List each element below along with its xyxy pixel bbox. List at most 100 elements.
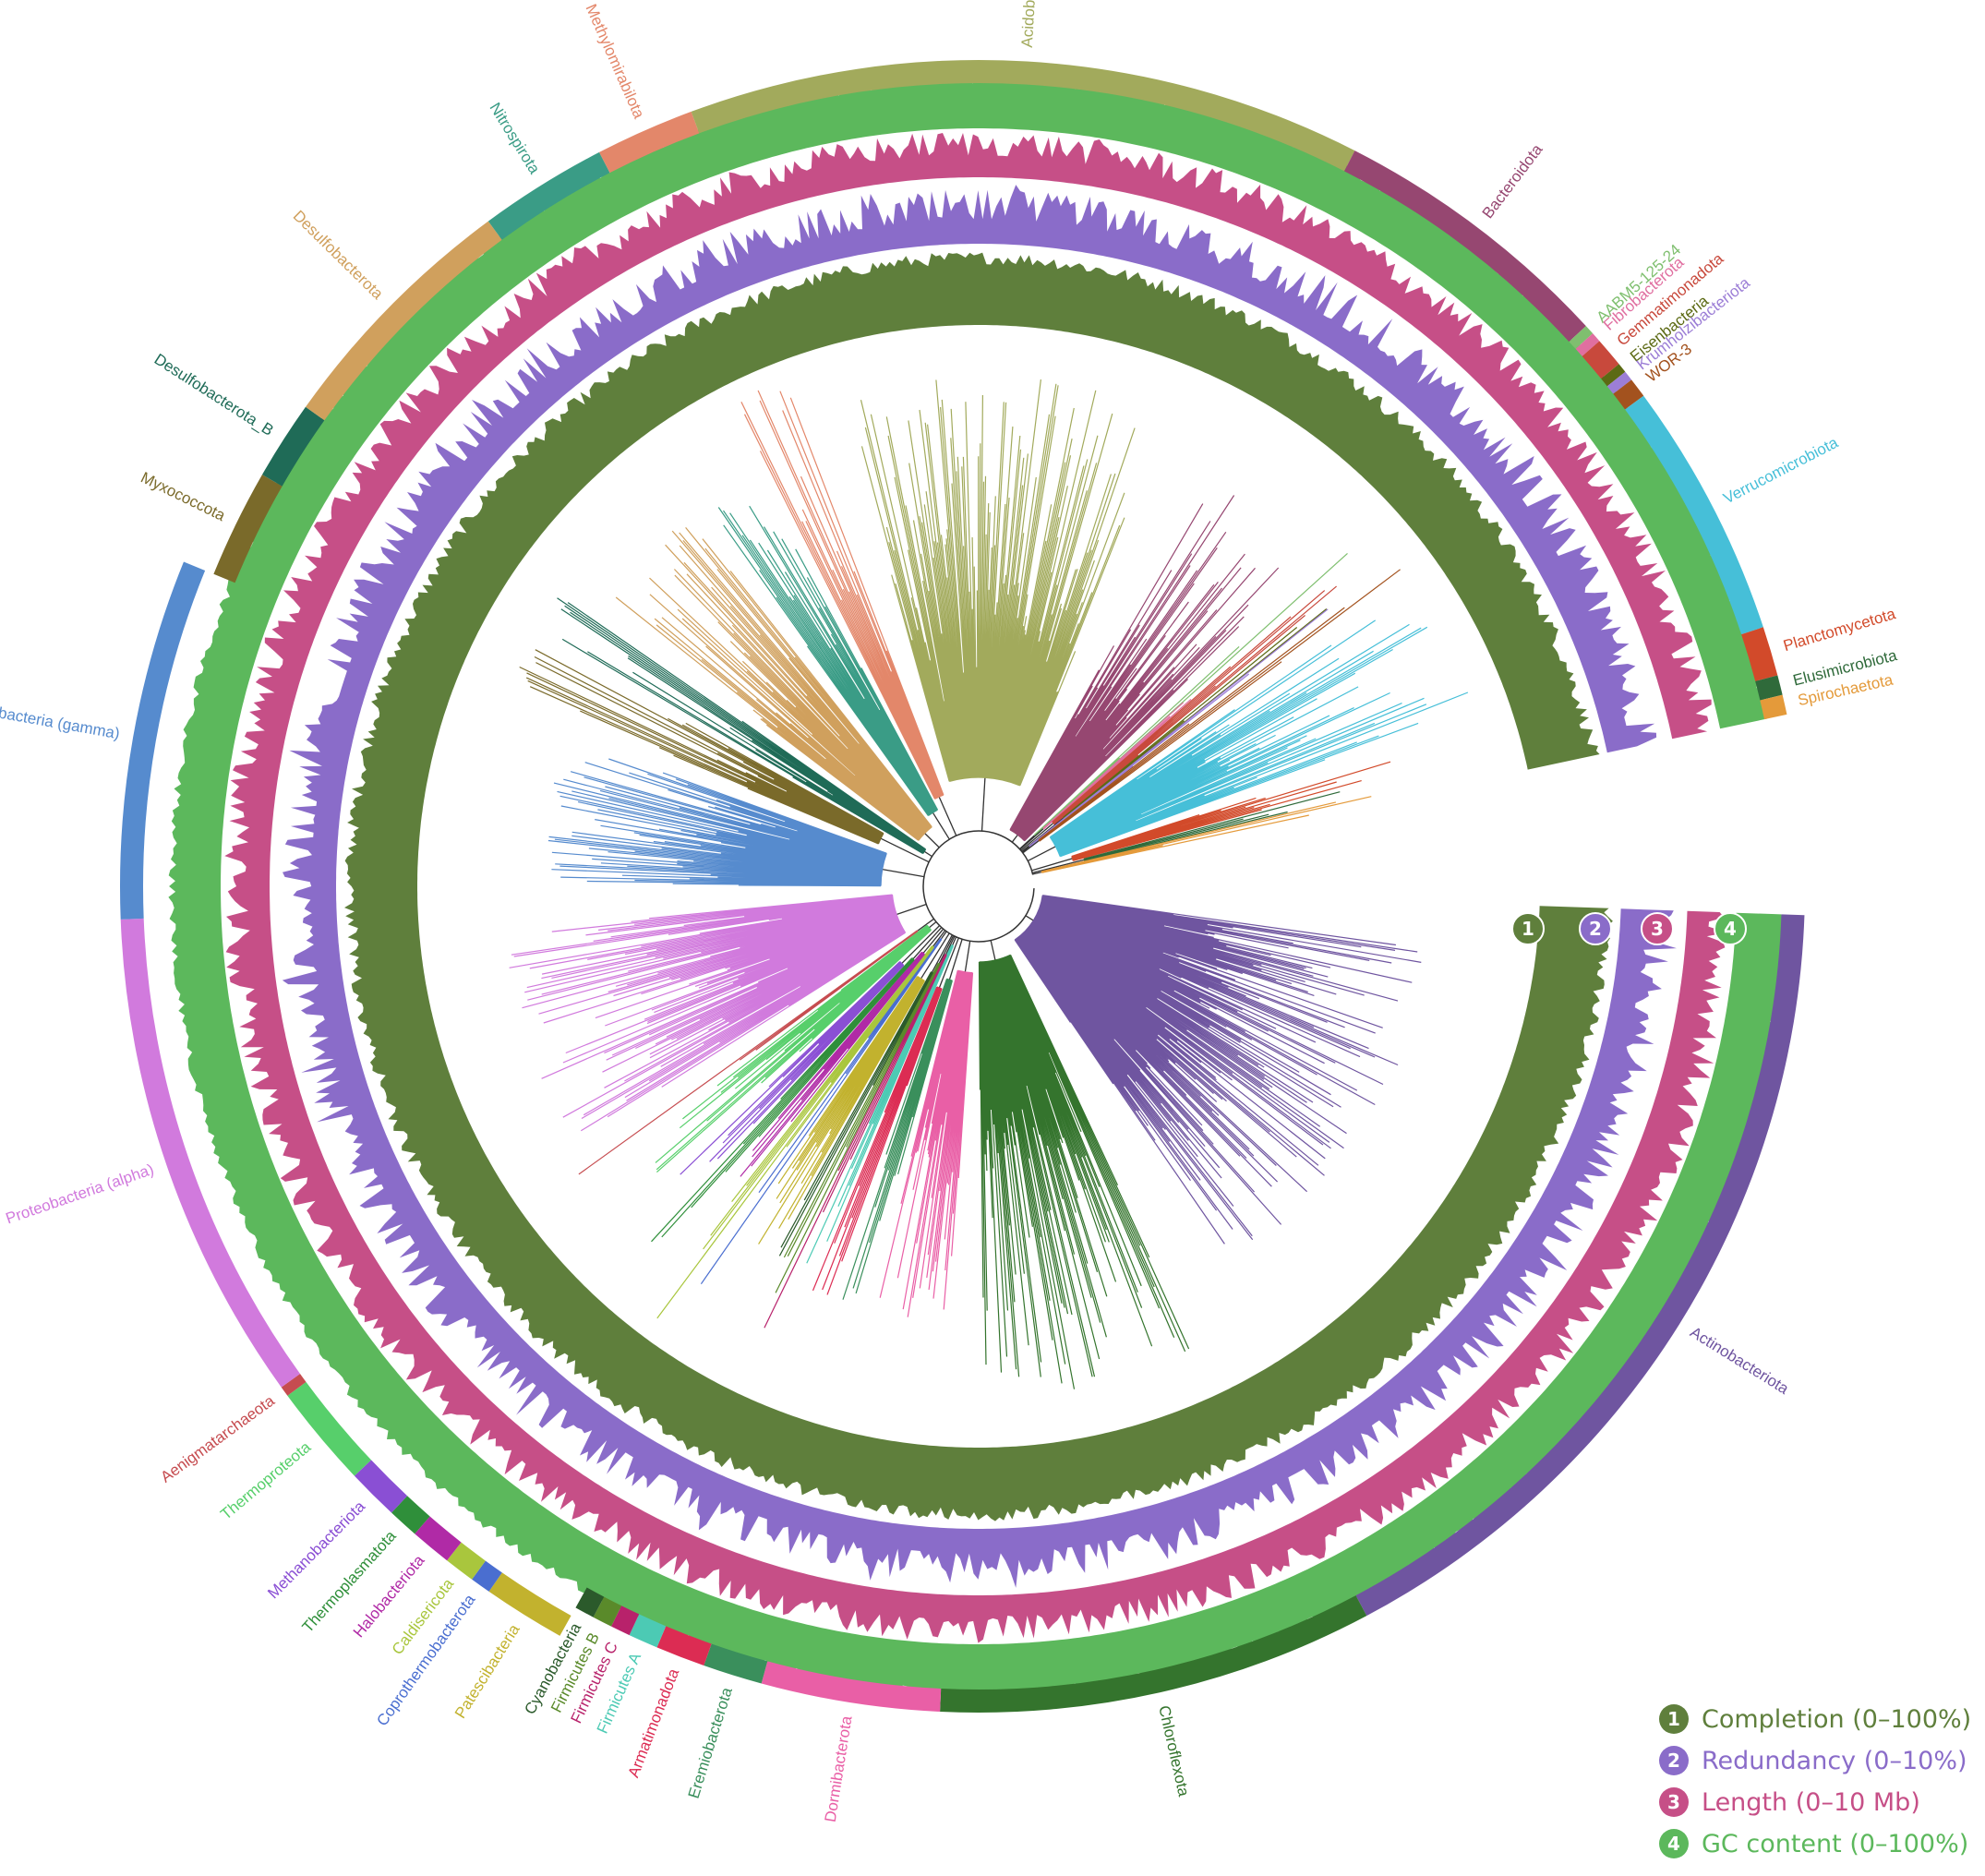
tree-stem — [912, 927, 943, 960]
clade-label-eremiobacterota: Eremiobacterota — [685, 1685, 736, 1800]
tree-clade-wor-3 — [1022, 569, 1401, 854]
clade-band-elusimicrobiota — [1755, 675, 1783, 701]
tree-stem — [1032, 859, 1085, 874]
ring-badge-1-number: 1 — [1522, 918, 1534, 940]
clade-band-patescibacteria — [488, 1572, 571, 1636]
tree-leaves — [806, 944, 955, 1264]
tree-clade-arc — [880, 852, 887, 886]
clade-band-aenigmatarchaeota — [281, 1374, 307, 1396]
tree-leaves — [778, 971, 933, 1257]
tree-clade-fibrobacterota — [1019, 698, 1192, 850]
legend-completion-icon — [1659, 1704, 1689, 1734]
clade-band-proteobacteria-alpha — [120, 918, 301, 1388]
clade-band-krumholzibacteriota — [1606, 371, 1632, 394]
clade-band — [120, 59, 1805, 1714]
clade-label-proteobacteria-gamma: Proteobacteria (gamma) — [0, 696, 121, 743]
clade-band-eremiobacterota — [704, 1643, 768, 1684]
clade-band-desulfobacterota-b — [261, 406, 325, 487]
clade-label-aenigmatarchaeota: Aenigmatarchaeota — [157, 1391, 278, 1485]
clade-band-chloroflexota — [940, 1595, 1367, 1714]
tree-leaves — [775, 963, 941, 1293]
tree-stem — [924, 833, 940, 848]
tree-stem — [1032, 871, 1042, 875]
clade-label-bacteroidota: Bacteroidota — [1479, 140, 1546, 222]
legend-completion-number: 1 — [1667, 1708, 1680, 1730]
tree-stem — [1031, 858, 1073, 872]
clade-band-thermoplasmatota — [391, 1496, 430, 1534]
tree-clade-krumholzibacteriota — [1021, 608, 1329, 853]
legend-item-completion: 1 Completion (0–100%) — [1659, 1704, 1971, 1734]
legend-item-gc-content: 4 GC content (0–100%) — [1659, 1829, 1968, 1858]
legend-item-redundancy: 2 Redundancy (0–10%) — [1659, 1746, 1967, 1775]
clade-band-wor-3 — [1613, 379, 1644, 410]
clade-band-firmicutes-b — [593, 1596, 622, 1627]
legend-length-label: Length (0–10 Mb) — [1702, 1788, 1920, 1817]
tree-stem — [938, 937, 959, 989]
tree-stem — [917, 918, 934, 932]
clade-band-firmicutes-a — [629, 1614, 667, 1648]
legend-completion-label: Completion (0–100%) — [1702, 1705, 1971, 1734]
clade-band-acidobacteriota — [691, 59, 1355, 172]
tree-clade-eisenbacteria — [1021, 608, 1328, 852]
ring-badge-3-number: 3 — [1651, 918, 1664, 940]
tree-leaves — [680, 961, 905, 1175]
tree-stem — [948, 939, 963, 980]
clade-band-firmicutes-c — [611, 1605, 640, 1636]
clade-band-caldisericota — [447, 1542, 486, 1580]
tree-leaves — [1038, 569, 1401, 842]
tree-clade-aabm5-125-24 — [1018, 552, 1348, 850]
tree-leaves — [1063, 608, 1328, 819]
tree-leaves — [615, 527, 932, 841]
tree-clade-patescibacteria — [758, 932, 950, 1245]
tree-clade-elusimicrobiota — [1032, 791, 1341, 874]
clade-label-dormibacterota: Dormibacterota — [822, 1714, 856, 1823]
ring-badge-4: 4 — [1714, 912, 1747, 945]
tree-stem — [944, 935, 956, 956]
tree-leaves — [879, 970, 974, 1317]
tree-stem — [1021, 846, 1030, 853]
clade-label-methylomirabilota: Methylomirabilota — [582, 2, 647, 122]
tree-clade-desulfobacterota-b — [557, 597, 932, 858]
clade-band-aabm5-125-24 — [1569, 326, 1594, 349]
clade-band-nitrospirota — [487, 151, 610, 240]
ring-badge-1: 1 — [1511, 912, 1545, 945]
legend-gc-label: GC content (0–100%) — [1702, 1830, 1968, 1858]
tree-leaves — [1052, 585, 1337, 825]
clade-band-planctomycetota — [1741, 627, 1778, 681]
ring-badge-2-circle — [1579, 912, 1612, 945]
tree-stem — [1019, 828, 1044, 850]
tree-stem — [923, 850, 932, 858]
tree-leaves — [1071, 761, 1391, 861]
ring-badge-2-number: 2 — [1589, 918, 1602, 940]
clade-label-thermoproteota: Thermoproteota — [217, 1437, 314, 1522]
clade-band-methanobacteriota — [354, 1460, 408, 1513]
legend: 1 Completion (0–100%) 2 Redundancy (0–10… — [1659, 1704, 1971, 1858]
tree-clade-arc — [979, 954, 1011, 963]
tree-clade-methylomirabilota — [740, 390, 957, 836]
clade-band-bacteroidota — [1344, 150, 1586, 343]
tree-stem — [922, 928, 944, 954]
ring-1-area — [344, 252, 1613, 1521]
clade-band-methylomirabilota — [599, 111, 700, 174]
tree-stem — [880, 837, 930, 863]
tree-stem — [938, 935, 955, 964]
tree-clade-chloroflexota — [978, 940, 1190, 1389]
tree-clade-myxococcota — [519, 649, 930, 863]
tree-leaves — [842, 979, 953, 1300]
tree-clade-aenigmatarchaeota — [578, 918, 934, 1175]
tree-stem — [932, 812, 950, 840]
clade-label-verrucomicrobiota: Verrucomicrobiota — [1720, 433, 1841, 507]
tree-root-arc — [922, 830, 1035, 943]
ring-badge-2: 2 — [1579, 912, 1612, 945]
clade-band-armatimonadota — [656, 1626, 712, 1666]
tree-leaves — [740, 390, 944, 800]
tree-leaves — [1041, 796, 1372, 873]
tree-stem — [938, 796, 957, 836]
clade-label-desulfobacterota: Desulfobacterota — [290, 207, 387, 303]
clade-label-myxococcota: Myxococcota — [138, 468, 229, 524]
clade-label-chloroflexota: Chloroflexota — [1155, 1704, 1193, 1798]
tree-clade-caldisericota — [656, 930, 946, 1319]
clade-band-myxococcota — [213, 475, 283, 583]
clade-label-acidobacteriota: Acidobacteriota — [1018, 0, 1042, 48]
tree-leaves — [557, 597, 926, 855]
